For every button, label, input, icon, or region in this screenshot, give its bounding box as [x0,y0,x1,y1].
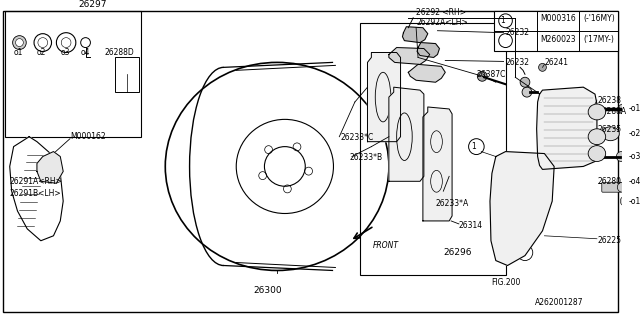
Text: (-'16MY): (-'16MY) [583,14,615,23]
Text: -o1: -o1 [629,104,640,114]
Text: 26232: 26232 [506,28,529,37]
Polygon shape [417,43,440,58]
Text: M260023: M260023 [541,35,576,44]
Text: 26292 <RH>: 26292 <RH> [416,8,466,17]
FancyBboxPatch shape [602,182,621,192]
Text: 26300: 26300 [253,286,282,295]
Text: 26241: 26241 [545,58,568,67]
Text: FIG.200: FIG.200 [491,278,520,287]
Text: 26288A: 26288A [598,108,627,116]
Polygon shape [367,52,401,142]
Bar [115,58,139,92]
Polygon shape [408,64,445,82]
Text: 26280: 26280 [598,177,622,186]
Text: M000162: M000162 [70,132,106,141]
Polygon shape [403,27,428,43]
Polygon shape [10,137,63,241]
Ellipse shape [602,127,620,141]
Circle shape [477,71,487,81]
Text: 26288D: 26288D [104,48,134,57]
Ellipse shape [588,146,605,162]
Text: 26291B<LH>: 26291B<LH> [10,189,61,198]
Text: -o1: -o1 [629,196,640,206]
Text: 26225: 26225 [598,236,622,245]
Text: 26296: 26296 [444,248,472,257]
Text: 26297: 26297 [78,0,107,10]
Text: o4: o4 [81,48,90,57]
Text: 26314: 26314 [459,221,483,230]
Polygon shape [389,48,429,64]
Circle shape [522,87,532,97]
Circle shape [618,182,627,192]
Circle shape [520,77,530,87]
Text: 26233*A: 26233*A [436,199,468,208]
Circle shape [616,152,626,162]
Bar [360,23,506,276]
Circle shape [620,196,630,206]
Bar [494,11,618,51]
Text: o2: o2 [37,48,46,57]
Text: 26387C: 26387C [476,70,506,79]
Circle shape [522,162,532,172]
Text: 1: 1 [471,142,476,151]
Ellipse shape [588,104,605,120]
Polygon shape [537,87,597,169]
Bar [5,11,141,137]
Text: 26235: 26235 [598,125,622,134]
Circle shape [13,36,26,50]
Circle shape [539,63,547,71]
Text: 26291A<RH>: 26291A<RH> [10,177,63,186]
Text: 26232: 26232 [506,58,529,67]
Circle shape [47,164,54,172]
Text: -o2: -o2 [629,129,640,138]
Text: 1: 1 [500,16,505,25]
Text: -o4: -o4 [629,177,640,186]
Circle shape [15,39,23,46]
Circle shape [618,104,628,114]
Polygon shape [423,107,452,221]
Text: A262001287: A262001287 [534,298,583,307]
Text: 26233*B: 26233*B [350,153,383,162]
Polygon shape [37,152,63,183]
Text: 26233*C: 26233*C [340,133,374,142]
Polygon shape [490,152,554,266]
Text: M000316: M000316 [541,14,576,23]
Text: o3: o3 [60,48,70,57]
Text: 26238: 26238 [598,96,622,105]
Text: -o3: -o3 [629,152,640,161]
Text: FRONT: FRONT [372,241,398,250]
Ellipse shape [588,129,605,145]
Polygon shape [389,87,424,181]
Text: ('17MY-): ('17MY-) [583,35,614,44]
Text: 26292A<LH>: 26292A<LH> [416,18,468,27]
Text: o1: o1 [13,48,23,57]
